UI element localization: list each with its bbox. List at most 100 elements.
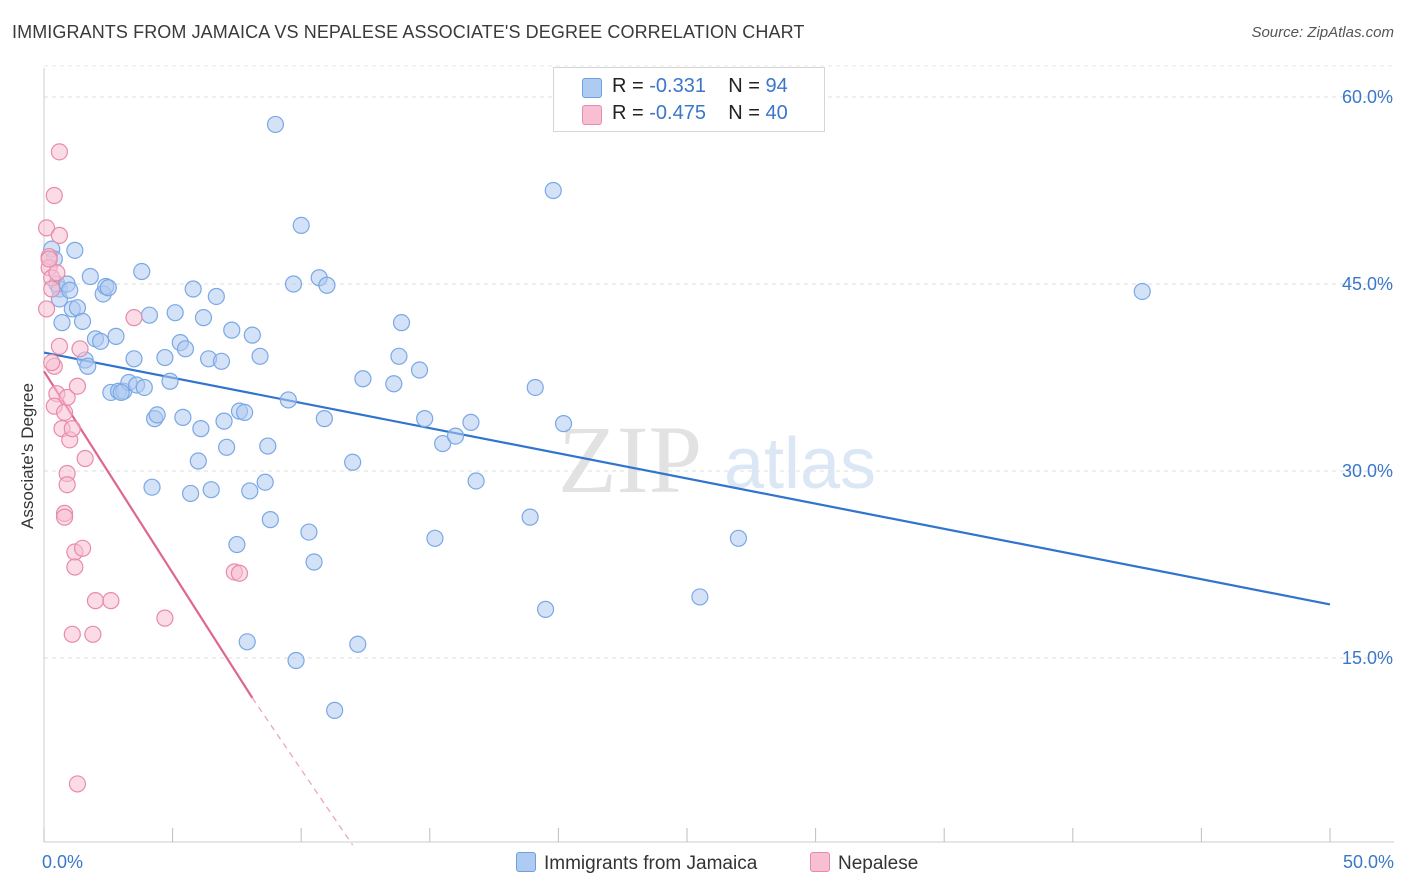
point-jamaica <box>192 420 210 438</box>
legend-n-label: N = <box>728 102 760 124</box>
trend-line-jamaica <box>43 351 1331 606</box>
point-nepalese <box>230 564 249 582</box>
point-jamaica <box>212 352 231 370</box>
legend-swatch-nepalese <box>810 852 830 872</box>
axes <box>43 68 1394 843</box>
point-jamaica <box>223 321 241 339</box>
point-jamaica <box>256 473 274 491</box>
legend-r-label: R = <box>612 75 644 97</box>
point-jamaica <box>410 361 429 379</box>
point-nepalese <box>50 337 69 355</box>
legend-swatch-jamaica <box>582 78 602 98</box>
point-jamaica <box>392 314 411 332</box>
point-jamaica <box>91 332 110 350</box>
point-jamaica <box>385 375 403 393</box>
point-jamaica <box>554 415 573 433</box>
legend-swatch-jamaica <box>516 852 536 872</box>
point-jamaica <box>53 314 71 332</box>
point-jamaica <box>259 437 277 455</box>
point-nepalese <box>40 250 58 268</box>
point-nepalese <box>43 353 61 372</box>
point-jamaica <box>315 410 333 428</box>
point-jamaica <box>228 535 246 554</box>
point-nepalese <box>76 449 94 468</box>
legend-label-nepalese: Nepalese <box>838 853 919 874</box>
point-nepalese <box>71 340 89 358</box>
point-jamaica <box>143 478 161 496</box>
point-jamaica <box>691 588 709 606</box>
point-nepalese <box>102 592 120 610</box>
point-jamaica <box>215 412 233 430</box>
point-jamaica <box>166 304 184 322</box>
chart-title: IMMIGRANTS FROM JAMAICA VS NEPALESE ASSO… <box>12 22 805 42</box>
point-jamaica <box>284 275 303 293</box>
point-jamaica <box>416 410 434 428</box>
point-jamaica <box>112 383 130 402</box>
point-jamaica <box>390 347 408 365</box>
point-jamaica <box>218 438 236 456</box>
point-jamaica <box>133 262 151 281</box>
point-nepalese <box>66 558 84 576</box>
y-tick-label: 30.0% <box>1342 461 1393 481</box>
point-nepalese <box>55 403 74 422</box>
legend-n-value: 40 <box>765 102 788 124</box>
point-jamaica <box>318 276 336 294</box>
point-jamaica <box>125 350 143 368</box>
point-jamaica <box>344 453 362 471</box>
point-jamaica <box>526 378 544 397</box>
legend-n-value: 94 <box>765 75 788 97</box>
legend-r-value: -0.475 <box>649 102 706 124</box>
y-axis-label: Associate's Degree <box>18 383 37 529</box>
point-jamaica <box>251 347 269 365</box>
point-nepalese <box>63 625 81 643</box>
point-jamaica <box>243 326 261 344</box>
watermark-zip: ZIP <box>558 406 702 513</box>
legend-label-jamaica: Immigrants from Jamaica <box>544 853 758 874</box>
point-jamaica <box>434 434 452 453</box>
bottom-legend-jamaica[interactable]: Immigrants from Jamaica <box>516 852 757 875</box>
point-jamaica <box>189 452 207 470</box>
point-nepalese <box>58 476 76 494</box>
point-nepalese <box>55 508 74 526</box>
x-tick-label-min: 0.0% <box>42 852 84 872</box>
point-jamaica <box>73 312 92 330</box>
point-nepalese <box>37 300 56 318</box>
point-nepalese <box>73 539 92 557</box>
chart-source: Source: ZipAtlas.com <box>1251 24 1394 41</box>
point-jamaica <box>238 633 256 651</box>
point-jamaica <box>148 406 166 424</box>
point-nepalese <box>156 609 174 627</box>
y-tick-label: 15.0% <box>1342 648 1393 668</box>
point-jamaica <box>300 523 318 541</box>
point-jamaica <box>266 115 285 134</box>
point-jamaica <box>544 181 562 200</box>
point-nepalese <box>58 388 76 407</box>
y-tick-labels: 15.0% 30.0% 45.0% 60.0% <box>1342 87 1393 668</box>
point-jamaica <box>156 348 174 367</box>
point-jamaica <box>207 287 225 306</box>
point-jamaica <box>184 280 202 298</box>
point-nepalese <box>68 377 87 395</box>
point-jamaica <box>202 481 220 499</box>
point-jamaica <box>107 327 125 345</box>
bottom-legend-nepalese[interactable]: Nepalese <box>810 852 918 875</box>
point-jamaica <box>174 408 192 426</box>
point-jamaica <box>349 635 367 653</box>
point-nepalese <box>48 264 66 282</box>
point-jamaica <box>236 403 254 422</box>
point-jamaica <box>279 391 297 409</box>
point-nepalese <box>45 186 63 205</box>
point-jamaica <box>446 427 465 445</box>
point-jamaica <box>81 267 99 286</box>
point-jamaica <box>241 482 259 500</box>
x-tick-label-max: 50.0% <box>1342 852 1394 872</box>
point-nepalese <box>63 420 81 438</box>
point-jamaica <box>135 378 153 397</box>
point-nepalese <box>68 775 87 793</box>
point-jamaica <box>140 306 159 324</box>
stats-legend: R = -0.331 N = 94 R = -0.475 N = 40 <box>553 67 825 132</box>
point-jamaica <box>261 511 279 529</box>
point-jamaica <box>467 472 485 490</box>
y-tick-label: 45.0% <box>1342 274 1393 294</box>
